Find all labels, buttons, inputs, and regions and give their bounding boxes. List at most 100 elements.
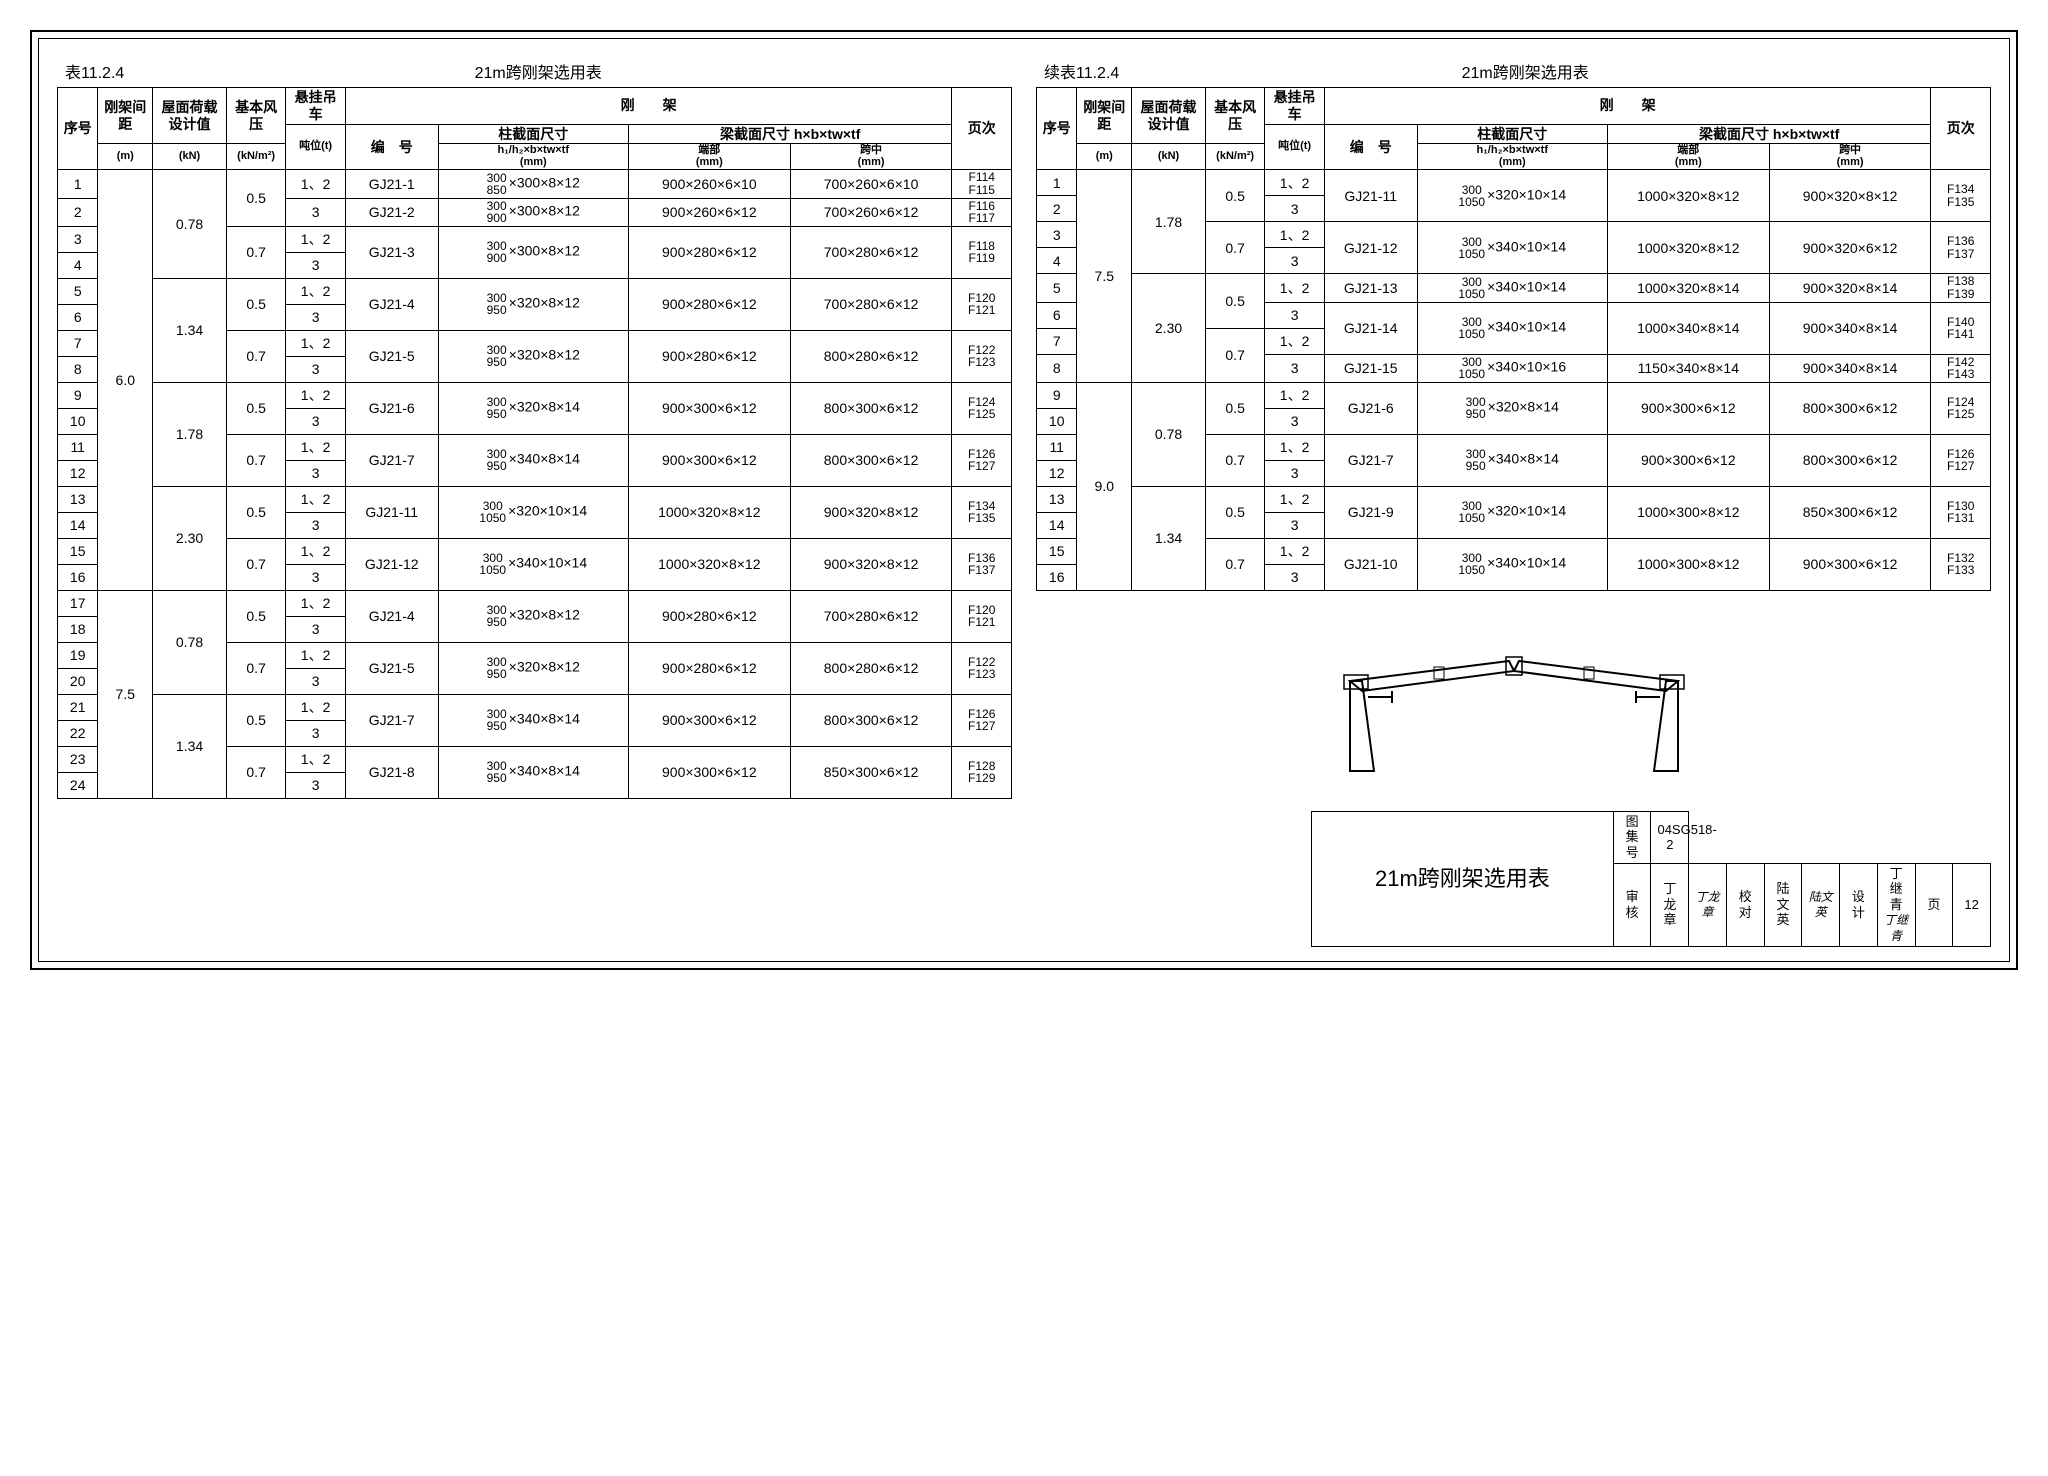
code-cell: GJ21-2 [345,198,438,226]
column-section-cell: 300950×340×8×14 [438,746,628,798]
seq-cell: 11 [1037,434,1077,460]
crane-cell: 3 [1265,512,1324,538]
column-section-cell: 300950×320×8×12 [438,330,628,382]
column-section-cell: 300950×340×8×14 [438,434,628,486]
right-table-caption: 续表11.2.4 21m跨刚架选用表 [1036,59,1991,83]
page-cell: F134F135 [1931,170,1991,222]
span-cell: 7.5 [1077,170,1132,382]
code-cell: GJ21-7 [1324,434,1417,486]
column-section-cell: 3001050×320×10×14 [1417,170,1607,222]
crane-cell: 3 [286,356,345,382]
wind-cell: 0.7 [1205,434,1264,486]
column-section-cell: 300950×340×8×14 [438,694,628,746]
page-cell: F132F133 [1931,538,1991,590]
page-cell: F124F125 [1931,382,1991,434]
column-section-cell: 3001050×340×10×14 [1417,274,1607,302]
crane-cell: 3 [286,460,345,486]
code-cell: GJ21-6 [345,382,438,434]
two-column-layout: 表11.2.4 21m跨刚架选用表 序号 刚架间距 屋面荷载设计值 基本风压 悬… [57,59,1991,947]
page-cell: F126F127 [952,694,1012,746]
code-cell: GJ21-14 [1324,302,1417,354]
seq-cell: 11 [58,434,98,460]
seq-cell: 21 [58,694,98,720]
seq-cell: 6 [1037,302,1077,328]
crane-cell: 3 [286,668,345,694]
crane-cell: 3 [286,304,345,330]
code-cell: GJ21-9 [1324,486,1417,538]
right-table-number: 续表11.2.4 [1036,59,1119,83]
crane-cell: 3 [1265,196,1324,222]
column-section-cell: 3001050×340×10×16 [1417,354,1607,382]
beam-mid-cell: 700×280×6×12 [790,226,952,278]
beam-end-cell: 1000×320×8×12 [628,486,790,538]
seq-cell: 14 [1037,512,1077,538]
roof-load-cell: 1.78 [153,382,227,486]
crane-cell: 3 [286,772,345,798]
beam-mid-cell: 700×260×6×10 [790,170,952,198]
column-section-cell: 3001050×340×10×14 [1417,538,1607,590]
column-section-cell: 300950×320×8×12 [438,590,628,642]
seq-cell: 1 [1037,170,1077,196]
left-table-title: 21m跨刚架选用表 [124,59,952,83]
beam-mid-cell: 800×300×6×12 [1769,382,1931,434]
page-cell: F140F141 [1931,302,1991,354]
portal-frame-diagram [1036,641,1991,781]
page-cell: F136F137 [952,538,1012,590]
code-cell: GJ21-12 [345,538,438,590]
table-row: 17.51.780.51、2GJ21-113001050×320×10×1410… [1037,170,1991,196]
page-cell: F134F135 [952,486,1012,538]
seq-cell: 13 [1037,486,1077,512]
seq-cell: 23 [58,746,98,772]
code-cell: GJ21-4 [345,278,438,330]
page-cell: F120F121 [952,590,1012,642]
code-cell: GJ21-5 [345,330,438,382]
code-cell: GJ21-13 [1324,274,1417,302]
page-cell: F114F115 [952,170,1012,198]
span-cell: 9.0 [1077,382,1132,590]
title-block-main: 21m跨刚架选用表 [1312,811,1614,946]
beam-end-cell: 1000×300×8×12 [1607,486,1769,538]
roof-load-cell: 1.34 [153,694,227,798]
right-table-title: 21m跨刚架选用表 [1119,59,1931,83]
beam-mid-cell: 850×300×6×12 [1769,486,1931,538]
code-cell: GJ21-1 [345,170,438,198]
page-number: 12 [1953,863,1991,946]
beam-mid-cell: 700×260×6×12 [790,198,952,226]
crane-cell: 1、2 [286,382,345,408]
drawing-set-number: 04SG518-2 [1651,811,1689,863]
drawing-outer-frame: 表11.2.4 21m跨刚架选用表 序号 刚架间距 屋面荷载设计值 基本风压 悬… [30,30,2018,970]
check-signature: 陆文英 [1802,863,1840,946]
beam-mid-cell: 900×320×8×12 [1769,170,1931,222]
column-section-cell: 300950×340×8×14 [1417,434,1607,486]
seq-cell: 9 [58,382,98,408]
wind-cell: 0.7 [226,226,285,278]
code-cell: GJ21-6 [1324,382,1417,434]
beam-end-cell: 900×300×6×12 [628,434,790,486]
beam-end-cell: 1000×320×8×12 [628,538,790,590]
title-block: 21m跨刚架选用表 图集号 04SG518-2 审核 丁龙章 丁龙章 校对 陆文… [1311,811,1991,947]
table-row: 131.340.51、2GJ21-93001050×320×10×141000×… [1037,486,1991,512]
page-cell: F136F137 [1931,222,1991,274]
seq-cell: 7 [58,330,98,356]
seq-cell: 19 [58,642,98,668]
column-section-cell: 300900×300×8×12 [438,198,628,226]
seq-cell: 3 [1037,222,1077,248]
crane-cell: 3 [286,564,345,590]
beam-end-cell: 900×300×6×12 [1607,434,1769,486]
crane-cell: 1、2 [1265,328,1324,354]
crane-cell: 1、2 [286,642,345,668]
page-cell: F126F127 [1931,434,1991,486]
beam-end-cell: 900×280×6×12 [628,590,790,642]
seq-cell: 18 [58,616,98,642]
crane-cell: 1、2 [286,278,345,304]
wind-cell: 0.7 [1205,538,1264,590]
page-cell: F142F143 [1931,354,1991,382]
page-cell: F124F125 [952,382,1012,434]
design-name: 丁继青 [1890,866,1903,912]
crane-cell: 1、2 [1265,170,1324,196]
beam-end-cell: 1150×340×8×14 [1607,354,1769,382]
seq-cell: 14 [58,512,98,538]
roof-load-cell: 2.30 [1132,274,1206,382]
wind-cell: 0.5 [1205,382,1264,434]
design-label: 设计 [1840,863,1878,946]
